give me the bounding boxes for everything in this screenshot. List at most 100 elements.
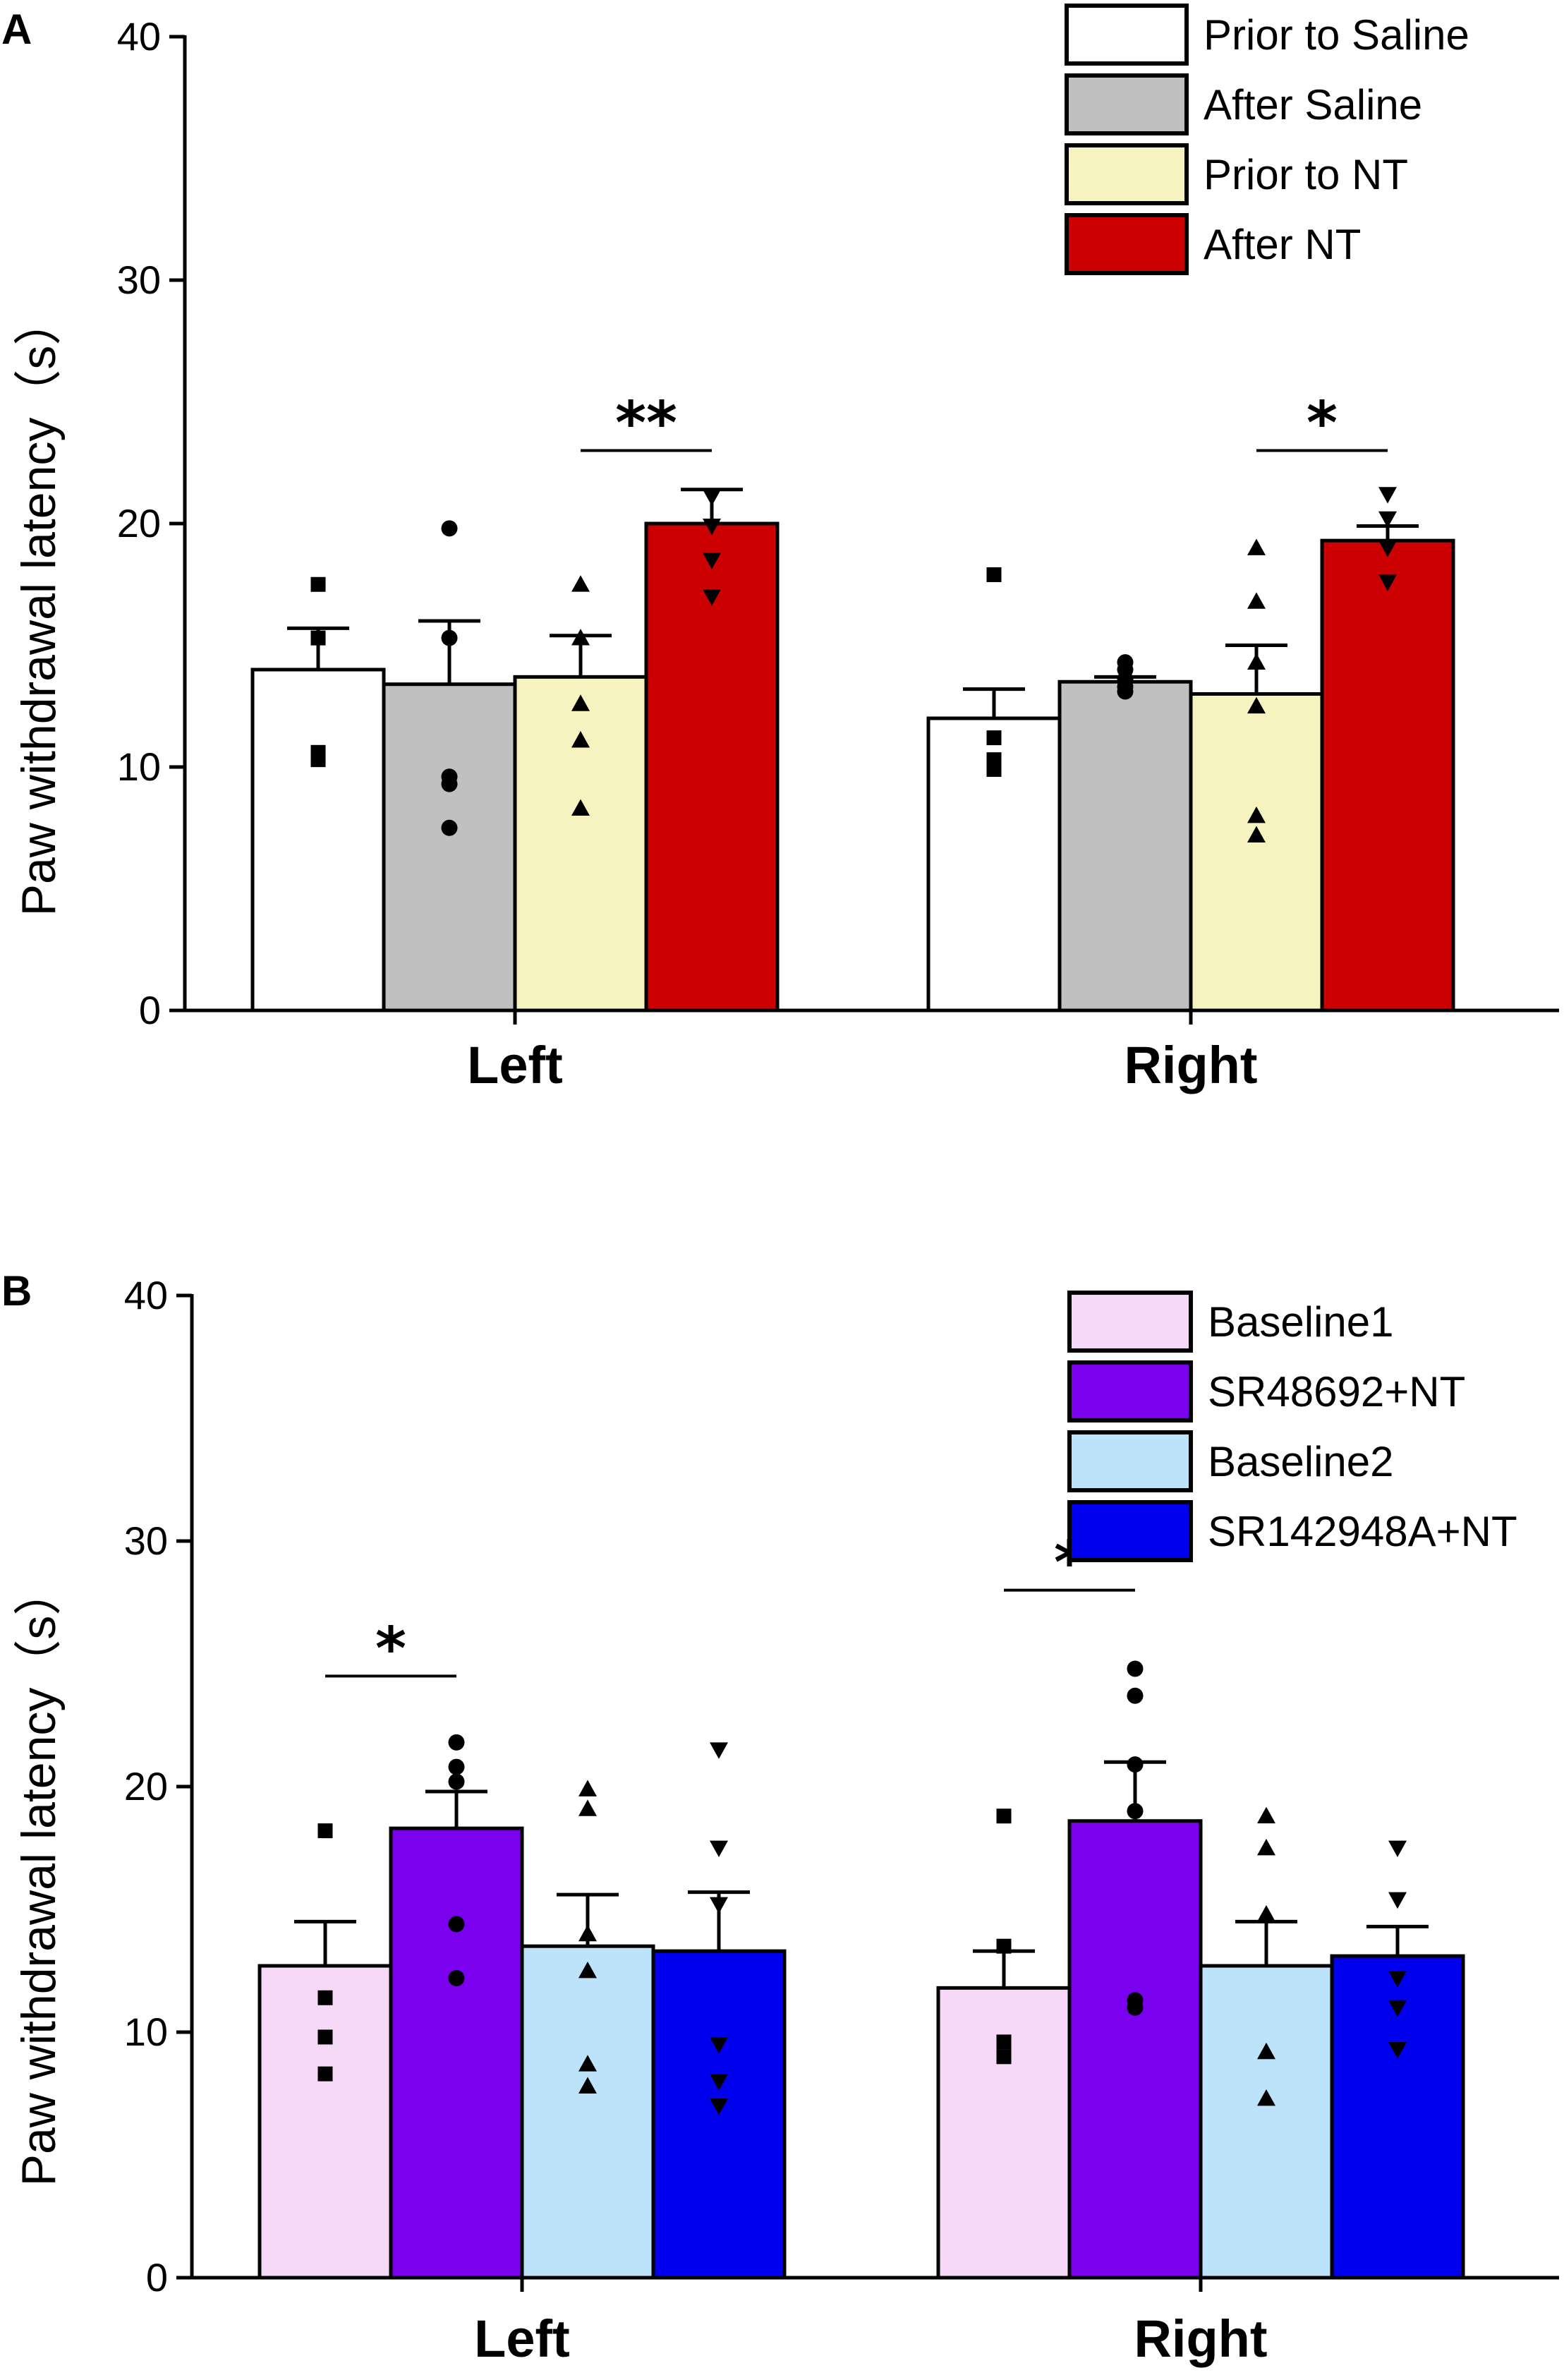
data-point [1247,653,1266,670]
data-point [710,1742,728,1759]
data-point [996,1938,1012,1954]
data-point [1127,1687,1144,1704]
panel-b-y-axis-label: Paw withdrawal latency（s） [12,1568,66,2187]
data-point [571,799,590,816]
data-point [1388,1971,1407,1988]
data-point [996,2049,1012,2065]
bar [1199,1964,1334,2280]
bar [1189,692,1324,1013]
panel-a-data-points [310,487,1397,842]
bar [520,1944,655,2280]
data-point [310,752,326,768]
legend-swatch [1067,1291,1193,1353]
data-point [1247,538,1266,555]
panel-b: B Paw withdrawal latency（s） 0 10 20 30 40 Lef… [1,1267,1559,2368]
y-tick-label: 30 [117,258,161,302]
legend-label: Baseline2 [1208,1438,1394,1485]
data-point [986,761,1002,777]
legend-label: Prior to Saline [1204,11,1469,59]
bar [1067,1819,1203,2280]
panel-a-significance: ** * [581,389,1388,458]
data-point [571,694,590,711]
data-point [571,575,590,592]
data-point [317,1990,333,2005]
data-point [448,1773,465,1790]
x-category-label: Left [474,2309,570,2368]
legend-swatch [1067,1430,1193,1492]
data-point [710,1840,728,1857]
data-point [1378,487,1397,504]
data-point [448,1758,465,1775]
y-tick-label: 0 [139,988,161,1032]
legend-label: Baseline1 [1208,1298,1394,1346]
data-point [1127,1803,1144,1820]
data-point [996,1808,1012,1824]
bar [389,1826,524,2280]
data-point [710,2074,728,2091]
data-point [1127,1999,1144,2016]
y-tick-label: 0 [146,2255,168,2300]
y-tick-label: 40 [124,1273,168,1317]
data-point [578,1924,597,1942]
y-tick-label: 20 [124,1764,168,1808]
data-point [1388,1892,1407,1909]
data-point [571,731,590,748]
data-point [448,1916,465,1933]
data-point [578,2077,597,2094]
data-point [441,629,458,646]
data-point [448,1734,465,1751]
data-point [1117,683,1134,700]
significance-label: * [375,1614,406,1683]
y-tick-label: 10 [117,744,161,789]
y-tick-label: 10 [124,2010,168,2054]
bar [382,682,517,1013]
data-point [1247,826,1266,842]
bar [513,675,648,1013]
data-point [578,1799,597,1816]
panel-b-letter: B [1,1267,32,1315]
data-point [710,1897,728,1914]
legend-label: SR142948A+NT [1208,1508,1517,1555]
bar [1057,679,1193,1013]
legend-swatch [1065,213,1189,275]
legend-swatch [1067,1500,1193,1562]
legend-label: SR48692+NT [1208,1368,1465,1415]
data-point [310,630,326,646]
panel-b-data-points [317,1660,1407,2115]
significance-label: ** [615,389,677,458]
data-point [1247,592,1266,609]
data-point [441,775,458,792]
data-point [986,567,1002,582]
data-point [310,576,326,592]
data-point [1257,2089,1275,2106]
data-point [578,2055,597,2072]
data-point [710,2098,728,2115]
x-category-label: Left [467,1036,563,1094]
panel-a: A Paw withdrawal latency（s） 0 10 20 30 40 Lef… [1,4,1559,1094]
bar [257,1964,393,2280]
data-point [986,730,1002,746]
y-tick-label: 30 [124,1518,168,1563]
legend-label: Prior to NT [1204,151,1408,198]
legend-label: After NT [1204,221,1361,268]
panel-a-letter: A [1,6,32,53]
data-point [1247,807,1266,823]
data-point [317,1823,333,1839]
data-point [317,2029,333,2045]
data-point [1257,1904,1275,1922]
panel-a-legend: Prior to Saline After Saline Prior to NT Af… [1065,4,1469,275]
panel-b-legend: Baseline1 SR48692+NT Baseline2 SR142948A+NT [1067,1291,1517,1562]
data-point [703,489,721,507]
data-point [710,2037,728,2054]
legend-swatch [1067,1360,1193,1422]
data-point [1388,1840,1407,1857]
data-point [1388,2041,1407,2059]
data-point [1247,696,1266,714]
x-category-label: Right [1124,1036,1257,1094]
data-point [703,589,721,606]
data-point [1378,511,1397,528]
data-point [448,1969,465,1986]
data-point [1127,1756,1144,1773]
y-tick-label: 40 [117,14,161,59]
